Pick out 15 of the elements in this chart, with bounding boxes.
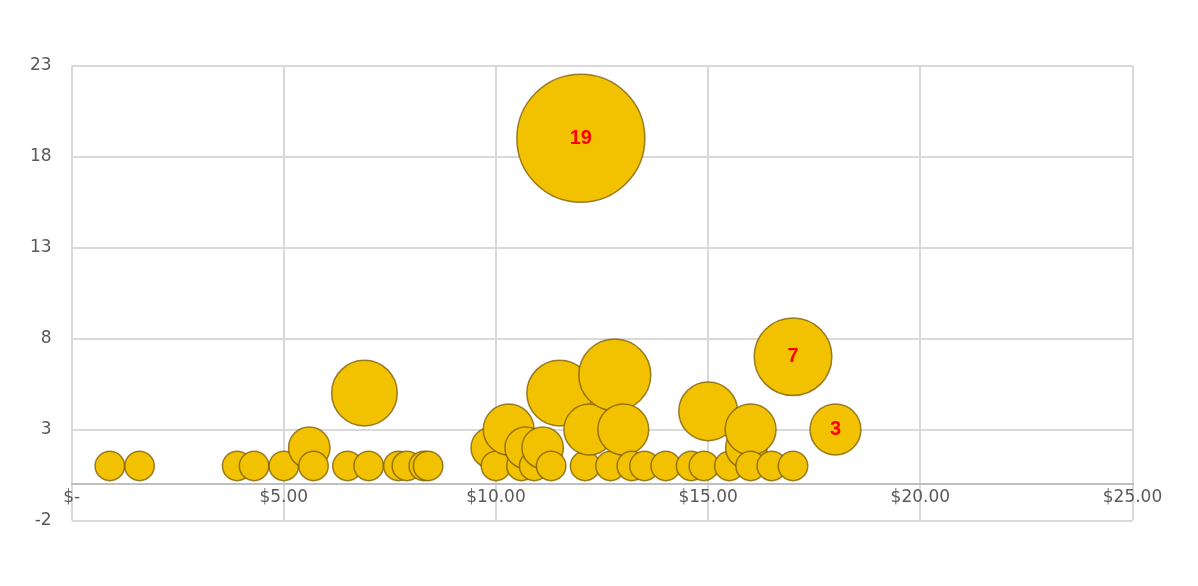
- x-tick-label: $25.00: [1102, 485, 1163, 506]
- y-tick-label: 8: [40, 326, 52, 347]
- x-tick-label: $10.00: [466, 485, 526, 506]
- x-tick-label: $20.00: [890, 485, 951, 506]
- y-tick-label: 3: [40, 417, 52, 438]
- y-tick-label: 18: [29, 144, 52, 165]
- x-tick-label: $15.00: [678, 485, 738, 506]
- x-tick-label: $5.00: [259, 485, 309, 506]
- x-tick-label: $-: [63, 485, 81, 506]
- data-label: 19: [569, 125, 592, 148]
- data-label: 3: [829, 417, 842, 440]
- y-tick-label: -2: [34, 508, 52, 529]
- y-tick-label: 13: [29, 235, 52, 256]
- y-tick-label: 23: [29, 53, 52, 74]
- data-label: 7: [787, 344, 799, 367]
